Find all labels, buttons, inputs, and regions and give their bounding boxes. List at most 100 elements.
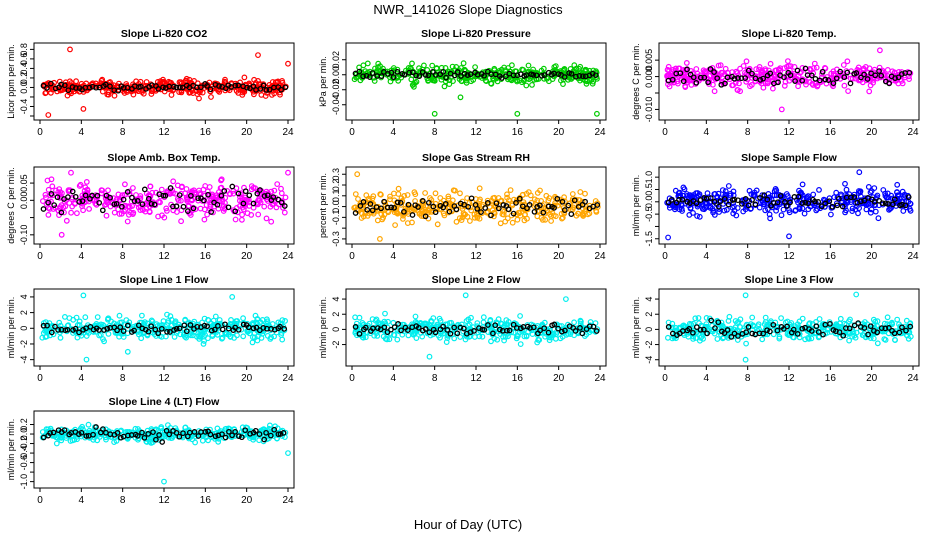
data-point <box>843 186 850 193</box>
data-point <box>514 110 521 117</box>
data-point <box>105 187 111 194</box>
reference-point <box>250 83 257 90</box>
y-tick-label: 0.4 <box>19 62 29 75</box>
reference-point <box>48 80 54 87</box>
x-tick-label: 12 <box>158 373 170 384</box>
y-tick-label: -2 <box>331 341 341 349</box>
x-tick-label: 20 <box>241 495 253 506</box>
y-tick-label: -2 <box>19 340 29 348</box>
x-tick-label: 8 <box>120 251 126 262</box>
x-tick-label: 20 <box>241 373 253 384</box>
y-tick-label: 0.02 <box>331 51 341 69</box>
x-tick-label: 12 <box>783 127 795 138</box>
data-point <box>229 294 236 300</box>
data-point <box>759 336 766 343</box>
data-point <box>161 478 167 485</box>
data-point <box>548 218 554 224</box>
data-point <box>894 181 901 188</box>
y-tick-label: 0.8 <box>19 43 29 56</box>
y-axis-label: percent per min. <box>318 173 328 238</box>
y-tick-label: 0.3 <box>331 168 341 181</box>
data-point <box>434 221 441 228</box>
y-tick-label: 0.2 <box>19 418 29 431</box>
x-tick-label: 4 <box>79 127 85 138</box>
data-point <box>212 313 219 320</box>
y-tick-label: -1.5 <box>644 231 654 247</box>
y-tick-label: 0.0 <box>644 196 654 209</box>
x-tick-label: 12 <box>470 127 482 138</box>
data-point <box>178 218 185 225</box>
data-point <box>83 356 90 363</box>
data-point <box>63 217 70 224</box>
data-point <box>255 211 262 218</box>
data-point <box>168 92 175 98</box>
y-tick-label: 4 <box>331 297 341 302</box>
page-title: NWR_141026 Slope Diagnostics <box>373 2 563 17</box>
data-point <box>737 65 743 72</box>
data-point <box>421 62 427 69</box>
data-point <box>192 87 199 94</box>
data-point <box>377 235 383 242</box>
y-tick-label: 1.0 <box>644 171 654 184</box>
data-point <box>355 196 361 202</box>
data-point <box>509 219 516 226</box>
reference-point <box>266 86 273 93</box>
data-point <box>801 210 808 217</box>
data-point <box>460 60 467 67</box>
data-point <box>552 63 559 69</box>
data-point <box>249 339 256 346</box>
data-point <box>665 334 671 341</box>
x-tick-label: 20 <box>866 373 878 384</box>
data-point <box>711 88 718 95</box>
data-point <box>665 234 671 241</box>
data-point <box>274 181 281 188</box>
data-point <box>471 334 478 340</box>
reference-point <box>58 81 65 88</box>
x-tick-label: 24 <box>594 373 606 384</box>
reference-point <box>244 84 250 91</box>
reference-point <box>263 87 270 93</box>
data-point <box>840 62 847 68</box>
data-point <box>449 197 456 204</box>
data-point <box>83 178 90 185</box>
data-point <box>111 92 118 99</box>
panel-title: Slope Line 1 Flow <box>120 274 210 286</box>
y-tick-label: 0.5 <box>644 183 654 196</box>
data-point <box>124 218 131 225</box>
data-point <box>749 314 756 321</box>
data-point <box>778 106 785 113</box>
data-point <box>778 212 785 219</box>
data-point <box>360 62 367 69</box>
y-axis-label: ml/min per min. <box>631 175 641 237</box>
data-point <box>392 222 399 229</box>
data-point <box>201 216 208 223</box>
x-tick-label: 12 <box>158 251 170 262</box>
x-tick-label: 24 <box>907 373 919 384</box>
x-tick-label: 8 <box>432 127 438 138</box>
data-point <box>770 85 776 92</box>
x-tick-label: 8 <box>120 495 126 506</box>
data-point <box>488 80 494 87</box>
data-point <box>157 78 164 85</box>
x-tick-label: 24 <box>282 127 294 138</box>
reference-point <box>44 85 50 91</box>
data-point <box>268 218 275 225</box>
x-tick-label: 12 <box>158 495 170 506</box>
data-point <box>57 334 64 341</box>
y-tick-label: 2 <box>644 312 654 317</box>
data-point <box>206 184 213 190</box>
data-point <box>877 47 883 54</box>
data-point <box>799 181 806 188</box>
x-tick-label: 4 <box>79 373 85 384</box>
x-tick-label: 8 <box>745 373 751 384</box>
data-point <box>760 84 767 91</box>
reference-point <box>107 83 113 90</box>
y-tick-label: 0 <box>644 327 654 332</box>
reference-point <box>198 84 204 91</box>
data-point <box>53 440 60 447</box>
data-point <box>186 89 193 96</box>
x-tick-label: 24 <box>594 127 606 138</box>
data-point <box>853 291 860 298</box>
data-point <box>278 190 285 197</box>
